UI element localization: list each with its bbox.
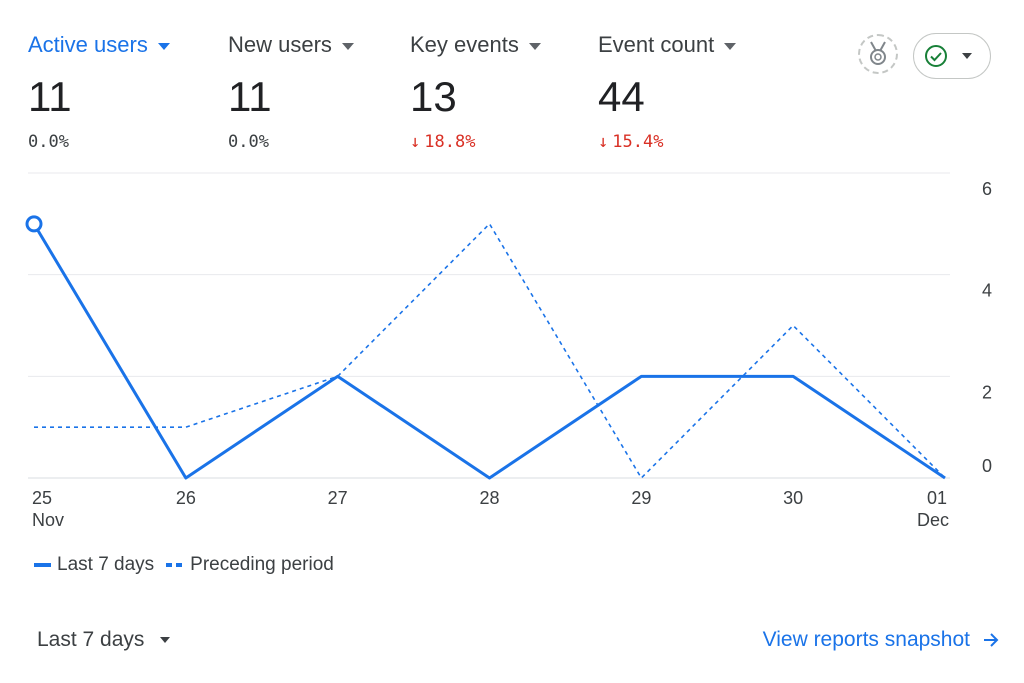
chart-gridlines bbox=[28, 172, 950, 479]
metric-value: 11 bbox=[228, 73, 272, 120]
x-tick-label: 29 bbox=[631, 488, 651, 508]
x-tick-sublabel: Nov bbox=[32, 510, 64, 530]
x-tick-label: 01 bbox=[927, 488, 947, 508]
x-tick-label: 28 bbox=[479, 488, 499, 508]
legend-label-preceding-period: Preceding period bbox=[190, 554, 334, 575]
metric-new-users-header[interactable]: New users bbox=[228, 30, 354, 60]
metric-active-users-header[interactable]: Active users bbox=[28, 30, 170, 60]
metric-key-events[interactable]: Key events 13 ↓ 18.8% bbox=[410, 30, 541, 152]
metric-new-users[interactable]: New users 11 0.0% bbox=[228, 30, 354, 152]
series-line-last-7-days bbox=[32, 223, 946, 480]
data-quality-status-button[interactable] bbox=[913, 33, 991, 79]
x-tick-label: 25 bbox=[32, 488, 52, 508]
dropdown-caret-icon[interactable] bbox=[157, 42, 170, 50]
y-axis-ticks: 0 2 4 6 bbox=[982, 179, 992, 476]
dropdown-caret-icon[interactable] bbox=[724, 42, 737, 50]
view-reports-snapshot-link[interactable]: View reports snapshot bbox=[763, 628, 1000, 652]
metric-delta: 0.0% bbox=[228, 132, 269, 152]
metric-label: Event count bbox=[598, 32, 715, 57]
metric-key-events-header[interactable]: Key events bbox=[410, 30, 541, 60]
arrow-down-icon: ↓ bbox=[598, 132, 609, 152]
metric-value: 11 bbox=[28, 73, 72, 120]
series-line-preceding-period bbox=[34, 223, 946, 479]
x-tick-label: 26 bbox=[176, 488, 196, 508]
chart-series bbox=[25, 215, 946, 480]
check-circle-icon bbox=[925, 45, 947, 67]
y-tick-label: 6 bbox=[982, 179, 992, 199]
chevron-down-icon[interactable] bbox=[160, 637, 171, 643]
metric-delta: ↓ 15.4% bbox=[598, 132, 664, 152]
arrow-down-icon: ↓ bbox=[410, 132, 421, 152]
date-range-label: Last 7 days bbox=[37, 628, 145, 651]
arrow-right-icon bbox=[984, 633, 999, 647]
metric-label: New users bbox=[228, 32, 332, 57]
metric-label: Active users bbox=[28, 32, 148, 57]
y-tick-label: 0 bbox=[982, 456, 992, 476]
medal-icon bbox=[870, 41, 886, 65]
legend-solid-line-icon bbox=[34, 563, 51, 567]
legend-label-last-7-days: Last 7 days bbox=[57, 554, 155, 575]
metric-active-users[interactable]: Active users 11 0.0% bbox=[28, 30, 170, 152]
metric-delta: ↓ 18.8% bbox=[410, 132, 476, 152]
legend-dashed-line-icon bbox=[166, 563, 183, 567]
dropdown-caret-icon[interactable] bbox=[528, 42, 541, 50]
metric-label: Key events bbox=[410, 32, 519, 57]
date-range-dropdown[interactable]: Last 7 days bbox=[37, 628, 171, 652]
x-tick-label: 27 bbox=[328, 488, 348, 508]
highlight-point[interactable] bbox=[25, 215, 43, 233]
metric-delta: 0.0% bbox=[28, 132, 69, 152]
dropdown-caret-icon[interactable] bbox=[341, 42, 354, 50]
metric-event-count[interactable]: Event count 44 ↓ 15.4% bbox=[598, 30, 737, 152]
x-tick-sublabel: Dec bbox=[917, 510, 949, 530]
dropdown-caret-icon[interactable] bbox=[962, 53, 972, 59]
snapshot-link-label: View reports snapshot bbox=[762, 628, 970, 651]
metric-value: 13 bbox=[410, 73, 457, 120]
y-tick-label: 4 bbox=[982, 281, 992, 301]
insights-badge-button[interactable] bbox=[858, 34, 898, 74]
y-tick-label: 2 bbox=[982, 382, 992, 402]
metric-value: 44 bbox=[598, 73, 645, 120]
metric-event-count-header[interactable]: Event count bbox=[598, 30, 737, 60]
chart-legend: Last 7 days Preceding period bbox=[34, 554, 334, 576]
x-tick-label: 30 bbox=[783, 488, 803, 508]
